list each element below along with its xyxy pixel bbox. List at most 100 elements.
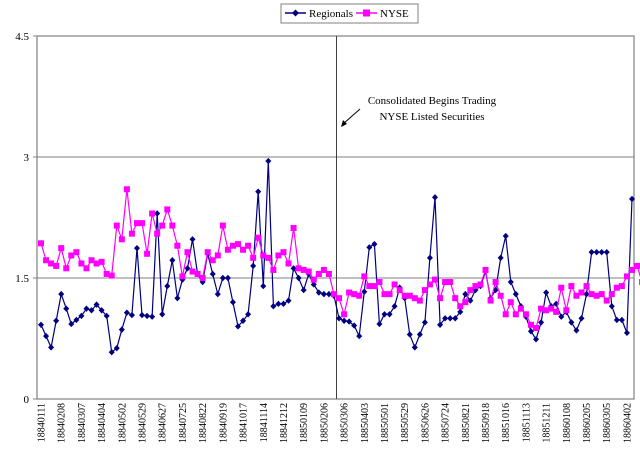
data-point-nyse [568,283,575,290]
x-tick-label: 18841017 [239,403,250,443]
data-point-nyse [351,291,358,298]
y-tick-label: 4.5 [15,31,29,43]
data-point-nyse [588,291,595,298]
data-point-regionals [613,316,620,324]
data-point-nyse [482,266,489,273]
data-point-nyse [194,270,201,277]
x-tick-label: 18851113 [521,403,532,442]
data-point-nyse [48,260,55,267]
data-point-nyse [457,303,464,310]
data-point-nyse [179,273,186,280]
data-point-nyse [598,291,605,298]
data-point-nyse [608,291,615,298]
data-point-nyse [573,292,580,299]
x-tick-label: 18850501 [380,403,391,443]
data-point-nyse [401,292,408,299]
data-point-nyse [381,291,388,298]
data-point-regionals [578,315,585,322]
data-point-nyse [174,242,181,249]
data-point-regionals [315,289,322,296]
data-point-nyse [118,236,125,243]
data-point-regionals [447,315,454,322]
data-point-regionals [270,303,277,310]
x-tick-label: 18860205 [582,403,593,443]
data-point-regionals [336,315,343,322]
data-point-nyse [68,252,75,259]
x-tick-label: 18841114 [259,403,270,442]
data-point-regionals [189,236,196,243]
data-point-nyse [240,246,247,253]
data-point-regionals [376,320,383,328]
data-point-nyse [361,273,368,280]
data-point-regionals [58,290,65,298]
data-point-regionals [154,210,161,217]
x-axis-ticks: 18840111 18840208 18840307 18840404 18840502… [37,403,634,443]
x-tick-label: 18851016 [501,403,512,443]
data-point-nyse [260,252,267,259]
x-tick-label: 18840627 [158,403,169,443]
data-point-nyse [255,234,262,241]
data-point-regionals [502,232,509,240]
annotation-line-2: NYSE Listed Securities [379,111,484,123]
legend-regionals-label: Regionals [309,8,353,20]
data-point-nyse [432,276,438,283]
data-point-regionals [118,326,125,333]
data-point-regionals [164,282,171,290]
data-point-nyse [629,266,635,273]
data-point-nyse [189,268,196,275]
data-point-nyse [507,299,514,306]
data-point-regionals [598,248,605,256]
data-point-regionals [351,322,358,329]
data-point-nyse [270,266,277,273]
data-point-nyse [452,295,459,302]
data-point-nyse [290,224,297,231]
data-point-regionals [133,244,140,252]
data-point-regionals [265,157,272,165]
data-point-nyse [325,270,332,277]
data-point-regionals [538,319,545,326]
data-point-nyse [477,281,484,288]
data-point-regionals [452,315,459,322]
data-point-regionals [391,303,398,310]
data-point-nyse [522,311,529,318]
data-point-regionals [88,307,95,314]
data-point-nyse [416,297,423,304]
data-point-regionals [184,265,191,272]
data-point-regionals [103,312,110,320]
arrowhead-icon [341,120,347,127]
data-point-regionals [214,290,221,298]
data-point-nyse [159,222,166,229]
series-regionals [38,157,635,356]
data-point-nyse [497,292,504,299]
data-point-nyse [376,279,383,286]
plot-area [36,35,635,400]
data-point-nyse [634,262,640,269]
data-point-nyse [320,266,327,273]
data-point-nyse [280,249,287,256]
x-tick-label: 18850626 [420,403,431,443]
data-point-regionals [250,262,257,270]
data-point-regionals [285,297,292,304]
data-point-nyse [204,249,211,256]
data-point-nyse [275,252,282,259]
data-point-regionals [224,274,231,282]
legend-nyse-label: NYSE [380,8,409,20]
data-point-nyse [310,276,317,283]
y-axis-ticks: 0 1.5 3 4.5 [15,31,37,406]
data-point-regionals [386,311,393,318]
data-point-regionals [43,332,50,340]
data-point-regionals [568,319,575,326]
data-point-regionals [78,312,85,320]
data-point-regionals [219,274,226,282]
x-tick-label: 18840404 [97,403,108,443]
data-point-nyse [123,186,130,193]
data-point-regionals [371,240,378,248]
data-point-nyse [533,325,540,332]
data-point-regionals [255,188,262,195]
data-point-regionals [583,290,590,298]
data-point-regionals [325,290,332,298]
data-point-regionals [341,317,348,324]
data-point-nyse [108,272,115,279]
x-tick-label: 18850821 [461,403,472,443]
